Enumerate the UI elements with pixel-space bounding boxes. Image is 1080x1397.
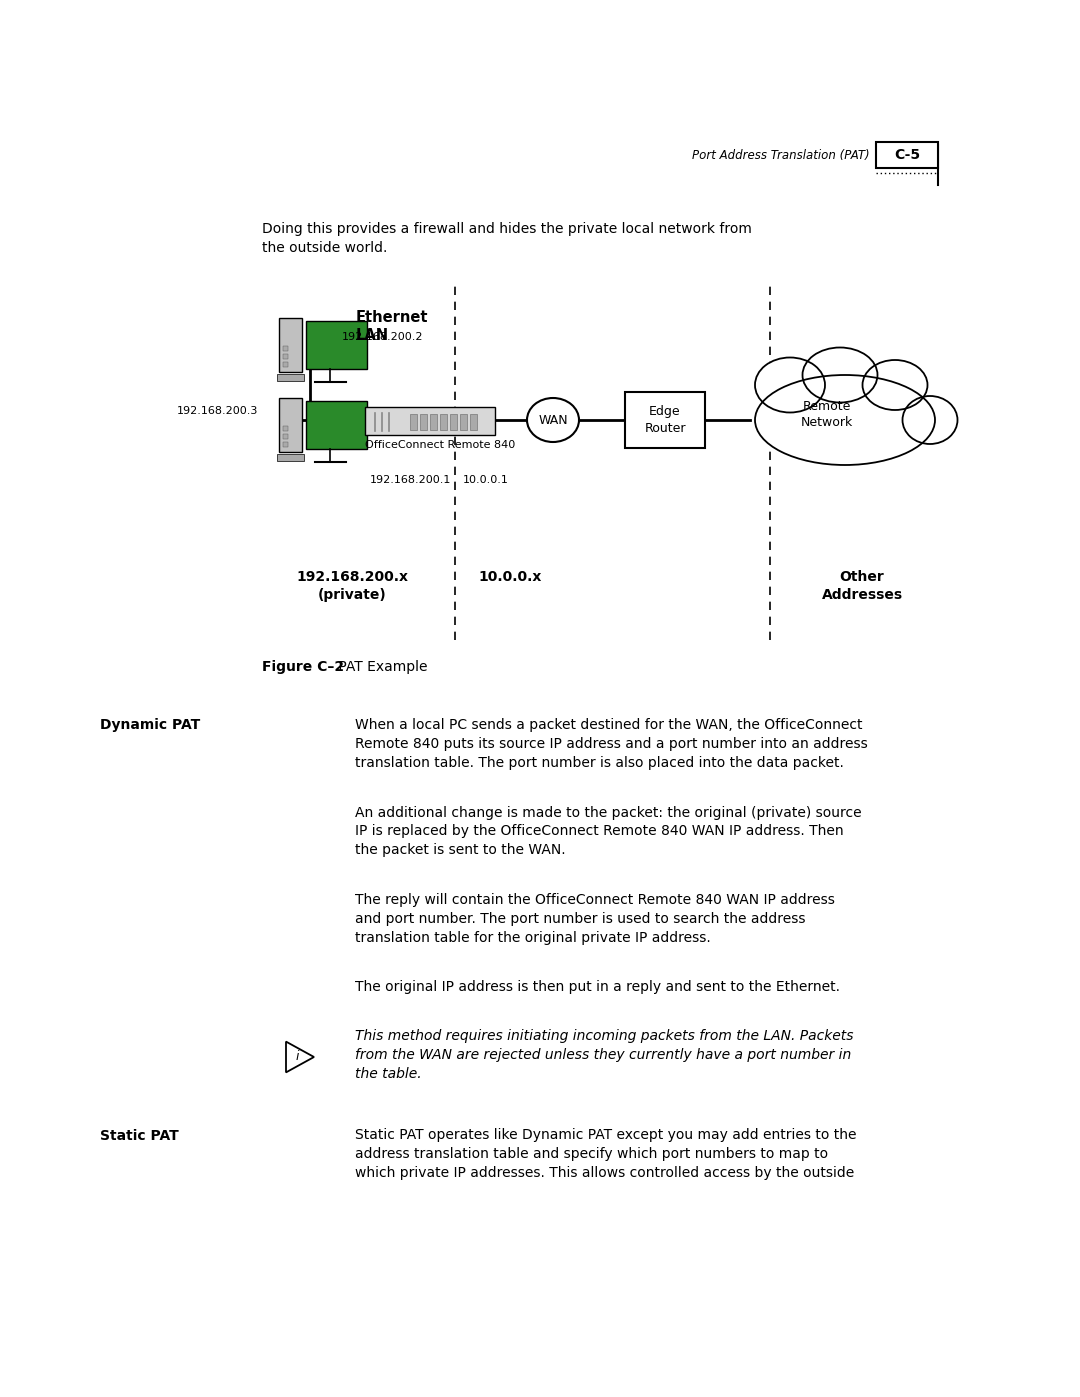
Text: Other
Addresses: Other Addresses [822, 570, 903, 602]
FancyBboxPatch shape [430, 414, 437, 430]
FancyBboxPatch shape [306, 401, 367, 448]
FancyBboxPatch shape [450, 414, 457, 430]
Text: This method requires initiating incoming packets from the LAN. Packets
from the : This method requires initiating incoming… [355, 1030, 853, 1081]
Text: 192.168.200.2: 192.168.200.2 [342, 332, 423, 342]
FancyBboxPatch shape [276, 454, 305, 461]
Ellipse shape [802, 348, 877, 402]
Text: The original IP address is then put in a reply and sent to the Ethernet.: The original IP address is then put in a… [355, 981, 840, 995]
FancyBboxPatch shape [279, 317, 302, 372]
Ellipse shape [755, 358, 825, 412]
FancyBboxPatch shape [625, 393, 705, 448]
Text: Figure C–2: Figure C–2 [262, 659, 345, 673]
Text: 10.0.0.x: 10.0.0.x [478, 570, 542, 584]
FancyBboxPatch shape [470, 414, 477, 430]
Text: When a local PC sends a packet destined for the WAN, the OfficeConnect
Remote 84: When a local PC sends a packet destined … [355, 718, 867, 770]
Text: i: i [295, 1051, 299, 1063]
FancyBboxPatch shape [279, 398, 302, 453]
FancyBboxPatch shape [276, 374, 305, 381]
Text: OfficeConnect Remote 840: OfficeConnect Remote 840 [365, 440, 515, 450]
Text: Port Address Translation (PAT): Port Address Translation (PAT) [692, 148, 870, 162]
Text: 192.168.200.1: 192.168.200.1 [370, 475, 451, 485]
FancyBboxPatch shape [460, 414, 467, 430]
Bar [283, 362, 287, 367]
Ellipse shape [863, 360, 928, 409]
Ellipse shape [903, 395, 958, 444]
Bar [283, 355, 287, 359]
FancyBboxPatch shape [306, 321, 367, 369]
Text: C-5: C-5 [894, 148, 920, 162]
Text: Ethernet
LAN: Ethernet LAN [356, 310, 429, 344]
Bar [283, 426, 287, 432]
Bar [283, 346, 287, 351]
Text: 10.0.0.1: 10.0.0.1 [463, 475, 509, 485]
FancyBboxPatch shape [876, 142, 939, 168]
Text: Static PAT operates like Dynamic PAT except you may add entries to the
address t: Static PAT operates like Dynamic PAT exc… [355, 1129, 856, 1180]
Text: The reply will contain the OfficeConnect Remote 840 WAN IP address
and port numb: The reply will contain the OfficeConnect… [355, 893, 835, 944]
Bar [283, 443, 287, 447]
Text: An additional change is made to the packet: the original (private) source
IP is : An additional change is made to the pack… [355, 806, 862, 858]
FancyBboxPatch shape [365, 407, 495, 434]
Text: 192.168.200.3: 192.168.200.3 [177, 407, 258, 416]
Ellipse shape [527, 398, 579, 441]
Ellipse shape [755, 374, 935, 465]
Text: Dynamic PAT: Dynamic PAT [100, 718, 200, 732]
Text: PAT Example: PAT Example [334, 659, 428, 673]
Text: 192.168.200.x
(private): 192.168.200.x (private) [296, 570, 408, 602]
Text: Static PAT: Static PAT [100, 1129, 179, 1143]
Text: WAN: WAN [538, 414, 568, 426]
Text: Doing this provides a firewall and hides the private local network from
the outs: Doing this provides a firewall and hides… [262, 222, 752, 256]
Bar [283, 434, 287, 439]
Text: Remote
Network: Remote Network [801, 401, 853, 429]
Text: Edge
Router: Edge Router [645, 405, 686, 434]
FancyBboxPatch shape [410, 414, 417, 430]
FancyBboxPatch shape [420, 414, 427, 430]
FancyBboxPatch shape [440, 414, 447, 430]
